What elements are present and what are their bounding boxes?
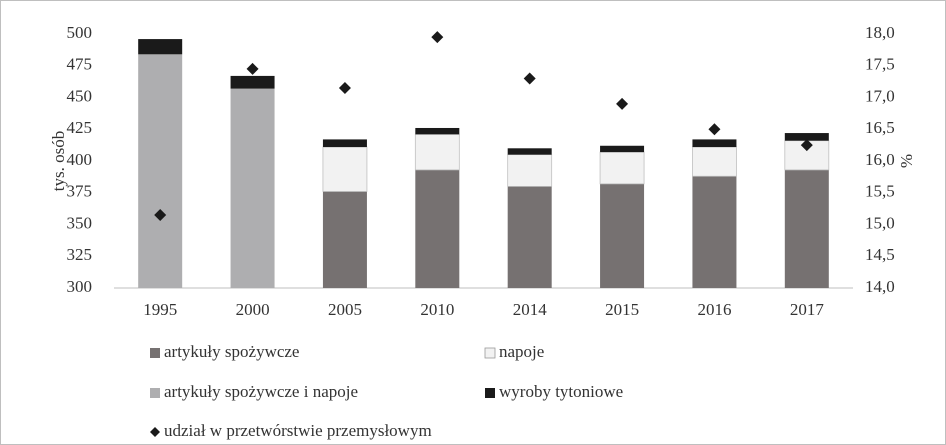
y-tick-label: 500 bbox=[67, 23, 93, 42]
y-tick-label: 300 bbox=[67, 277, 93, 296]
diamond-marker bbox=[338, 81, 351, 94]
x-tick-label: 2014 bbox=[513, 300, 548, 319]
legend-label: artykuły spożywcze i napoje bbox=[164, 382, 358, 401]
bar-segment bbox=[322, 139, 367, 148]
diamond-marker bbox=[246, 62, 259, 75]
bar-segment bbox=[138, 54, 183, 288]
legend-marker bbox=[150, 427, 160, 437]
legend-label: napoje bbox=[499, 342, 544, 361]
y2-tick-label: 17,0 bbox=[865, 86, 895, 105]
bar-segment bbox=[415, 127, 460, 135]
y-tick-label: 425 bbox=[67, 118, 93, 137]
bar-segment bbox=[322, 191, 367, 288]
bar-segment bbox=[692, 139, 737, 148]
bar-segment bbox=[784, 169, 829, 288]
y-tick-label: 450 bbox=[67, 86, 93, 105]
bar-segment bbox=[507, 148, 552, 155]
y2-axis-label: % bbox=[897, 154, 916, 168]
bar-segment bbox=[692, 146, 737, 177]
diamond-marker bbox=[523, 72, 536, 85]
bar-segment bbox=[415, 169, 460, 288]
y2-tick-label: 18,0 bbox=[865, 23, 895, 42]
diamond-marker bbox=[431, 31, 444, 44]
legend-label: wyroby tytoniowe bbox=[499, 382, 623, 401]
diamond-marker bbox=[800, 139, 813, 152]
bar-segment bbox=[599, 151, 645, 185]
y-tick-label: 400 bbox=[67, 150, 93, 169]
bar-segment bbox=[230, 88, 275, 288]
x-tick-label: 1995 bbox=[143, 300, 177, 319]
y2-tick-label: 17,5 bbox=[865, 55, 895, 74]
y2-tick-label: 16,5 bbox=[865, 118, 895, 137]
x-tick-label: 2017 bbox=[790, 300, 825, 319]
y-tick-label: 475 bbox=[67, 55, 93, 74]
bar-segment bbox=[784, 133, 829, 141]
legend-marker bbox=[150, 348, 160, 358]
y2-tick-label: 14,5 bbox=[865, 245, 895, 264]
bar-segment bbox=[692, 176, 737, 288]
bar-segment bbox=[230, 75, 275, 89]
legend-label: udział w przetwórstwie przemysłowym bbox=[164, 421, 432, 440]
x-tick-label: 2015 bbox=[605, 300, 639, 319]
bar-segment bbox=[414, 133, 460, 171]
bar-segment bbox=[600, 145, 645, 153]
y2-tick-label: 15,5 bbox=[865, 182, 895, 201]
y-tick-label: 325 bbox=[67, 245, 93, 264]
legend-label: artykuły spożywcze bbox=[164, 342, 299, 361]
bar-segment bbox=[322, 146, 368, 192]
y-tick-label: 350 bbox=[67, 213, 93, 232]
diamond-marker bbox=[616, 97, 629, 110]
x-tick-label: 2005 bbox=[328, 300, 362, 319]
diamond-marker bbox=[154, 208, 167, 221]
y2-tick-label: 16,0 bbox=[865, 150, 895, 169]
y-tick-label: 375 bbox=[67, 182, 93, 201]
legend-marker bbox=[485, 388, 495, 398]
legend-marker bbox=[484, 347, 496, 359]
x-tick-label: 2010 bbox=[420, 300, 454, 319]
y2-tick-label: 14,0 bbox=[865, 277, 895, 296]
legend-marker bbox=[150, 388, 160, 398]
x-tick-label: 2016 bbox=[697, 300, 731, 319]
bar-segment bbox=[138, 39, 183, 55]
y2-tick-label: 15,0 bbox=[865, 213, 895, 232]
bar-segment bbox=[507, 186, 552, 288]
diamond-marker bbox=[708, 123, 721, 136]
x-tick-label: 2000 bbox=[236, 300, 270, 319]
bar-segment bbox=[507, 154, 553, 187]
bar-segment bbox=[600, 183, 645, 288]
y-axis-label: tys. osób bbox=[49, 131, 68, 191]
